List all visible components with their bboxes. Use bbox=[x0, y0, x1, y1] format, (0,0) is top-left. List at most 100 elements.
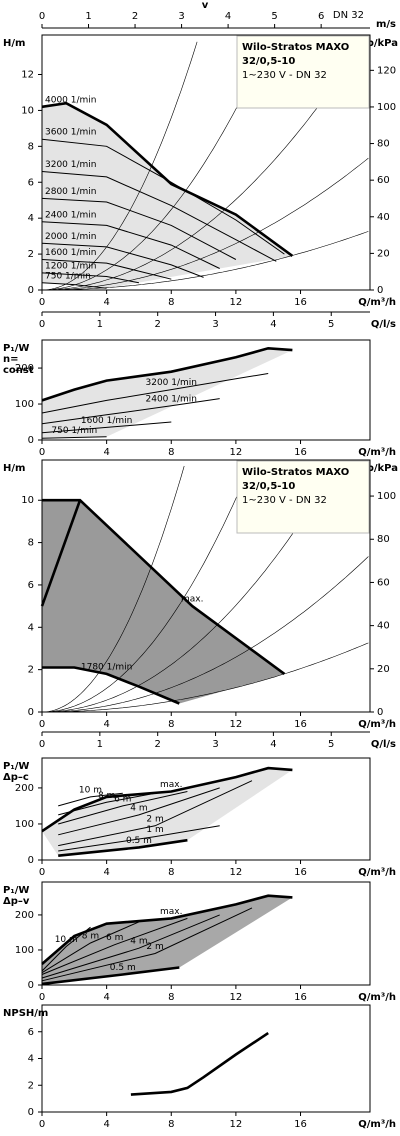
info-text: Wilo-Stratos MAXO bbox=[242, 467, 349, 478]
y2-tick-label: 60 bbox=[377, 175, 390, 186]
info-text: Wilo-Stratos MAXO bbox=[242, 42, 349, 53]
x-tick-label: 16 bbox=[294, 297, 307, 308]
curve bbox=[41, 436, 107, 439]
curve bbox=[42, 666, 180, 705]
y-tick-label: 0 bbox=[28, 435, 34, 446]
y2-tick-label: 40 bbox=[377, 621, 390, 632]
x-tick-label: 16 bbox=[294, 867, 307, 878]
y-tick-label: 200 bbox=[15, 910, 34, 921]
curve bbox=[41, 171, 277, 262]
x-tick-label: 16 bbox=[294, 447, 307, 458]
plot-frame bbox=[41, 459, 371, 713]
x-tick-label: 4 bbox=[103, 1119, 109, 1130]
curve-label: 0.5 m bbox=[110, 963, 136, 973]
y-tick-label: 0 bbox=[28, 1107, 34, 1118]
y-axis-label: Δp–c bbox=[3, 772, 29, 783]
secondary-tick-label: 3 bbox=[178, 11, 184, 22]
secondary-tick-label: 4 bbox=[270, 319, 276, 330]
y-tick-label: 0 bbox=[28, 707, 34, 718]
plot-frame bbox=[41, 881, 371, 986]
curve bbox=[41, 242, 204, 278]
secondary-tick-label: 3 bbox=[212, 319, 218, 330]
x-tick-label: 0 bbox=[39, 992, 45, 1003]
y-axis-label: H/m bbox=[3, 38, 25, 49]
secondary-tick-label: 1 bbox=[97, 739, 103, 750]
curve-label: 6 m bbox=[114, 794, 131, 804]
secondary-tick-label: 2 bbox=[155, 319, 161, 330]
curve-label: max. bbox=[160, 780, 182, 790]
system-curve bbox=[41, 465, 185, 713]
top-axis-unit: m/s bbox=[376, 19, 396, 30]
curve-label: max. bbox=[181, 595, 203, 605]
curve bbox=[41, 917, 188, 975]
curve-label: 2400 1/min bbox=[45, 210, 97, 220]
curve bbox=[58, 838, 188, 857]
curve-label: 4 m bbox=[130, 937, 147, 947]
y-tick-label: 0 bbox=[28, 285, 34, 296]
x-tick-label: 0 bbox=[39, 297, 45, 308]
curve bbox=[130, 1032, 269, 1096]
x-tick-label: 4 bbox=[103, 867, 109, 878]
secondary-tick-label: 0 bbox=[39, 739, 45, 750]
x-tick-label: 0 bbox=[39, 1119, 45, 1130]
curve bbox=[58, 792, 156, 816]
y2-axis-label: p/kPa bbox=[367, 463, 398, 474]
y-tick-label: 2 bbox=[28, 1080, 34, 1091]
curve-label: 2000 1/min bbox=[45, 232, 97, 242]
system-curve bbox=[42, 157, 369, 291]
top-axis-note: DN 32 bbox=[333, 10, 364, 21]
curve bbox=[41, 907, 253, 982]
y-axis-label: NPSH/m bbox=[3, 1008, 48, 1019]
x-tick-label: 16 bbox=[294, 1119, 307, 1130]
y2-tick-label: 100 bbox=[377, 491, 396, 502]
y-axis-label: Δp–v bbox=[3, 896, 30, 907]
curve-label: 3600 1/min bbox=[45, 128, 97, 138]
x-tick-label: 12 bbox=[230, 297, 243, 308]
system-curve bbox=[42, 642, 369, 713]
y-tick-label: 4 bbox=[28, 213, 34, 224]
curve bbox=[41, 346, 293, 402]
x-tick-label: 8 bbox=[168, 992, 174, 1003]
x-tick-label: 12 bbox=[230, 719, 243, 730]
curve-label: 1200 1/min bbox=[45, 261, 97, 271]
y-tick-label: 10 bbox=[21, 105, 34, 116]
y-tick-label: 0 bbox=[28, 855, 34, 866]
y-axis-label: P₁/W bbox=[3, 885, 29, 896]
system-curve bbox=[42, 231, 369, 291]
x-tick-label: 16 bbox=[294, 719, 307, 730]
curve bbox=[41, 197, 237, 260]
x-tick-label: 16 bbox=[294, 992, 307, 1003]
curve-label: 1780 1/min bbox=[81, 662, 133, 672]
curve-label: 2400 1/min bbox=[146, 394, 198, 404]
curve bbox=[41, 221, 220, 269]
system-curve bbox=[42, 38, 366, 291]
x-axis-label: Q/m³/h bbox=[358, 447, 396, 458]
curve bbox=[41, 398, 220, 425]
y-tick-label: 100 bbox=[15, 819, 34, 830]
curve bbox=[58, 792, 123, 807]
curve bbox=[58, 787, 220, 836]
x-axis-label: Q/m³/h bbox=[358, 992, 396, 1003]
x-axis-label: Q/m³/h bbox=[358, 1119, 396, 1130]
secondary-tick-label: 5 bbox=[271, 11, 277, 22]
y2-axis-label: p/kPa bbox=[367, 38, 398, 49]
y-tick-label: 8 bbox=[28, 141, 34, 152]
y2-tick-label: 0 bbox=[377, 707, 383, 718]
curve-label: 6 m bbox=[106, 933, 123, 943]
y-tick-label: 4 bbox=[28, 1054, 34, 1065]
y-axis-label: H/m bbox=[3, 463, 25, 474]
plot-frame bbox=[41, 757, 371, 861]
y2-tick-label: 20 bbox=[377, 664, 390, 675]
y-axis-label: P₁/W bbox=[3, 761, 29, 772]
secondary-tick-label: 0 bbox=[39, 319, 45, 330]
y-tick-label: 100 bbox=[15, 399, 34, 410]
curve-label: 750 1/min bbox=[51, 426, 97, 436]
secondary-tick-label: 5 bbox=[328, 739, 334, 750]
x-axis-label: Q/m³/h bbox=[358, 867, 396, 878]
y-tick-label: 12 bbox=[21, 70, 34, 81]
curve-label: 2 m bbox=[146, 814, 163, 824]
curve bbox=[41, 766, 293, 833]
y-axis-label: n= bbox=[3, 354, 19, 365]
operating-range bbox=[42, 348, 293, 439]
y-tick-label: 10 bbox=[21, 495, 34, 506]
